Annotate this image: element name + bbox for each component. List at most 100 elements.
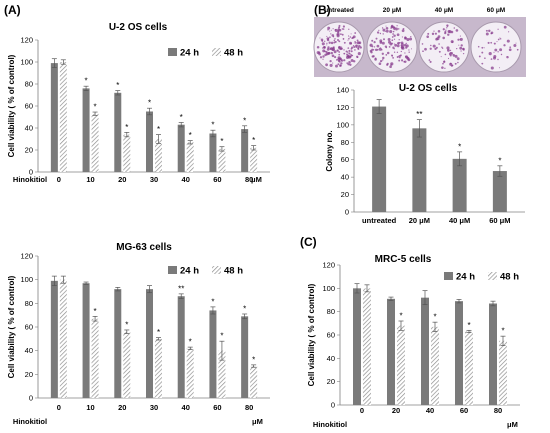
x-tick-label: 20 [118,403,126,412]
colony-dot [336,34,338,36]
colony-dot [389,42,393,46]
colony-dot [335,64,338,68]
colony-dot [490,58,493,60]
y-tick-label: 80 [327,307,335,316]
colony-dot [340,59,342,62]
colony-dot [406,37,410,42]
colony-dot [444,30,447,33]
y-axis-label: Cell viability ( % of control) [307,283,316,386]
colony-dot [321,47,324,49]
y-tick-label: 80 [25,80,33,89]
colony-dot [438,43,440,45]
colony-dot [348,49,351,52]
colony-dot [327,37,330,39]
bar-24h [489,303,497,405]
x-tick-label: 80 [494,406,502,415]
colony-dot [353,46,356,48]
bar-24h [114,289,122,398]
colony-dot [396,55,399,59]
colony-dot [354,40,356,43]
colony-dot [404,52,406,54]
colony-dot [453,27,456,29]
bar-24h [209,310,217,398]
significance-marker: * [189,338,192,347]
chart-title: U-2 OS cells [109,22,168,33]
significance-marker: * [157,328,160,337]
bar-48h [363,288,371,405]
colony-dot [373,46,376,48]
colony-dot [408,51,410,53]
significance-marker: ** [416,110,422,119]
colony-dot [333,39,336,42]
bar-48h [155,338,162,398]
y-tick-label: 0 [29,168,33,177]
colony-dot [398,59,401,62]
colony-dot [496,41,498,43]
colony-dot [374,57,377,60]
colony-dot [338,26,341,29]
colony-dot [447,49,450,52]
y-tick-label: 100 [20,275,33,284]
colony-dot [503,44,506,47]
colony-dot [351,46,354,49]
colony-dot [330,51,334,55]
significance-marker: * [501,327,504,336]
panel-label-c: (C) [300,235,317,249]
culture-dish [418,21,470,73]
colony-dot [332,28,334,30]
colony-dot [354,42,357,44]
colony-dot [332,62,334,64]
y-tick-label: 0 [345,208,349,217]
colony-dot [460,50,462,52]
colony-dot [380,41,382,43]
colony-dot [393,34,396,37]
colony-dot [403,43,407,47]
colony-dot [462,49,465,51]
colony-dot [349,41,352,45]
colony-dot [378,62,382,66]
colony-dot [408,49,410,51]
colony-dot [396,44,400,48]
colony-dot [442,36,445,40]
colony-dot [444,53,447,56]
colony-dot [349,36,352,38]
bar-48h [218,350,226,398]
colony-dot [358,42,361,44]
bar-24h [177,296,185,398]
colony-dot [493,51,495,53]
significance-marker: * [94,307,97,316]
colony-dot [331,54,335,58]
bar-48h [397,325,405,405]
bar-48h [250,147,258,172]
colony-dot [456,47,458,50]
x-tick-label: untreated [362,216,397,225]
x-tick-label: 40 [182,403,190,412]
colony-dot [484,57,486,59]
colony-dot [334,56,337,59]
colony-dot [323,46,326,49]
legend-label: 24 h [456,272,475,283]
colony-dot [499,67,500,69]
colony-dot [410,36,412,38]
significance-marker: * [189,131,192,140]
colony-dot [392,56,395,59]
colony-dot [338,40,341,43]
colony-dot [397,41,400,45]
significance-marker: * [498,156,501,165]
colony-dot [430,44,432,47]
colony-dot [339,64,342,67]
y-axis-label: Cell viability ( % of control) [7,54,16,157]
colony-dot [356,41,360,45]
legend-swatch-24h [168,266,177,274]
significance-marker: * [252,355,255,364]
colony-dot [319,56,323,59]
colony-dot [446,25,449,27]
colony-dot [389,65,392,69]
y-tick-label: 40 [25,346,33,355]
colony-dot [343,52,346,55]
colony-dot [379,59,383,63]
y-tick-label: 60 [25,102,33,111]
colony-dot [441,47,444,49]
colony-dot [500,53,503,56]
colony-dot [382,33,384,35]
